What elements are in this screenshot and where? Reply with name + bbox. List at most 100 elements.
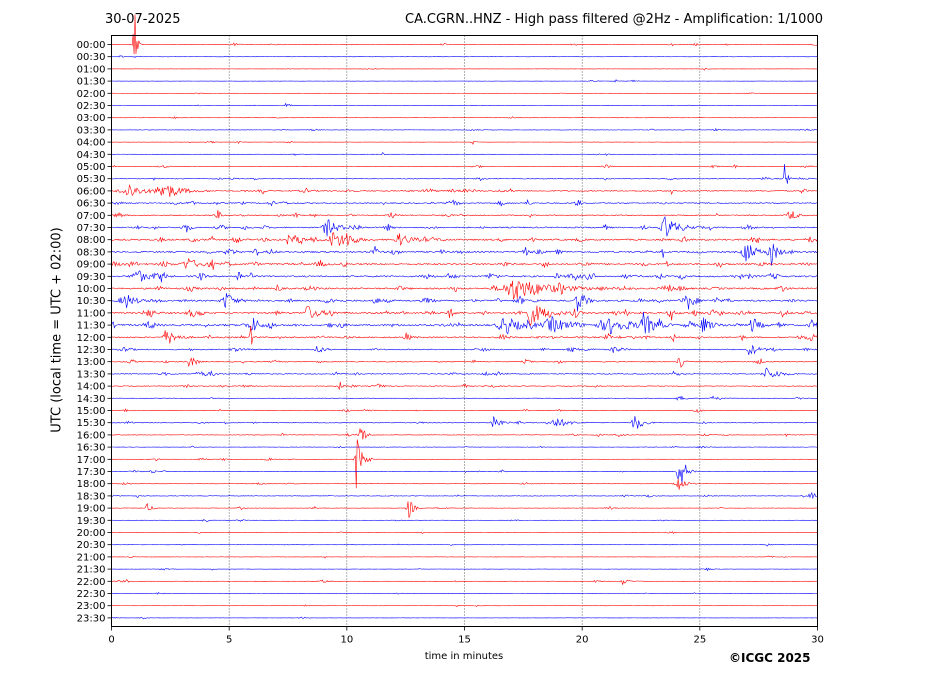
y-tick-label: 23:30	[77, 613, 106, 624]
trace-1530	[111, 416, 818, 429]
y-tick-label: 21:00	[77, 552, 106, 563]
trace-0930	[111, 270, 818, 283]
trace-1630	[111, 445, 818, 449]
seismic-traces	[111, 14, 818, 620]
y-tick-label: 09:00	[77, 260, 106, 271]
trace-1930	[111, 518, 818, 522]
y-tick-label: 11:00	[77, 308, 106, 319]
y-tick-label: 20:00	[77, 528, 106, 539]
y-tick-label: 14:30	[77, 394, 106, 405]
y-tick-label: 00:00	[77, 40, 106, 51]
trace-0000	[111, 14, 818, 55]
trace-2300	[111, 604, 818, 608]
trace-1230	[111, 344, 818, 355]
y-tick-label: 18:00	[77, 479, 106, 490]
plot-frame	[111, 35, 818, 627]
trace-2200	[111, 579, 818, 585]
y-tick-label: 01:30	[77, 77, 106, 88]
y-tick-label: 11:30	[77, 321, 106, 332]
y-tick-label: 01:00	[77, 64, 106, 75]
y-tick-label: 12:00	[77, 333, 106, 344]
y-tick-label: 16:00	[77, 430, 106, 441]
trace-0900	[111, 258, 818, 270]
trace-1830	[111, 491, 818, 500]
trace-1030	[111, 293, 818, 312]
trace-0030	[111, 55, 818, 58]
y-tick-label: 15:30	[77, 418, 106, 429]
y-tick-label: 21:30	[77, 565, 106, 576]
trace-1730	[111, 464, 818, 485]
trace-1600	[111, 428, 818, 440]
trace-0730	[111, 216, 818, 237]
y-tick-label: 10:30	[77, 296, 106, 307]
trace-0700	[111, 210, 818, 220]
y-tick-label: 00:30	[77, 52, 106, 63]
trace-1300	[111, 357, 818, 368]
trace-1100	[111, 305, 818, 327]
trace-0330	[111, 127, 818, 132]
y-tick-label: 17:00	[77, 455, 106, 466]
trace-2330	[111, 616, 818, 620]
y-tick-label: 02:30	[77, 101, 106, 112]
trace-0600	[111, 184, 818, 197]
y-tick-label: 19:00	[77, 504, 106, 515]
trace-2000	[111, 531, 818, 534]
x-tick-label: 30	[811, 635, 824, 646]
y-tick-label: 22:30	[77, 589, 106, 600]
trace-1900	[111, 501, 818, 519]
y-tick-label: 10:00	[77, 284, 106, 295]
trace-0630	[111, 199, 818, 207]
y-tick-label: 05:00	[77, 162, 106, 173]
trace-1330	[111, 367, 818, 378]
trace-0100	[111, 67, 818, 71]
trace-0130	[111, 79, 818, 83]
chart-title: CA.CGRN..HNZ - High pass filtered @2Hz -…	[405, 12, 823, 27]
y-tick-label: 18:30	[77, 491, 106, 502]
y-tick-label: 06:30	[77, 199, 106, 210]
trace-2230	[111, 591, 818, 595]
y-tick-label: 04:30	[77, 150, 106, 161]
trace-1500	[111, 408, 818, 413]
y-tick-label: 08:00	[77, 235, 106, 246]
y-tick-label: 03:30	[77, 125, 106, 136]
y-tick-label: 06:00	[77, 186, 106, 197]
trace-0430	[111, 152, 818, 156]
x-axis-ticks: 0 5 10 15 20 25 30	[108, 626, 824, 646]
trace-1700	[111, 439, 818, 489]
trace-1200	[111, 325, 818, 345]
y-tick-label: 13:30	[77, 369, 106, 380]
trace-2030	[111, 543, 818, 547]
copyright: ©ICGC 2025	[729, 651, 811, 665]
trace-1000	[111, 280, 818, 300]
y-tick-label: 08:30	[77, 247, 106, 258]
vertical-grid-lines	[228, 35, 701, 627]
x-tick-label: 0	[108, 635, 114, 646]
y-tick-label: 02:00	[77, 89, 106, 100]
x-tick-label: 15	[458, 635, 471, 646]
trace-1800	[111, 478, 818, 490]
y-axis-label: UTC (local time = UTC + 02:00)	[49, 227, 65, 433]
trace-0400	[111, 140, 818, 146]
y-tick-label: 15:00	[77, 406, 106, 417]
trace-0300	[111, 116, 818, 119]
trace-1130	[111, 311, 818, 335]
x-tick-label: 20	[576, 635, 589, 646]
y-tick-label: 07:00	[77, 211, 106, 222]
trace-0800	[111, 232, 818, 246]
x-axis-label: time in minutes	[424, 651, 504, 662]
trace-0830	[111, 243, 818, 266]
y-tick-label: 13:00	[77, 357, 106, 368]
trace-2130	[111, 567, 818, 572]
y-tick-label: 04:00	[77, 138, 106, 149]
y-tick-label: 23:00	[77, 601, 106, 612]
y-tick-label: 07:30	[77, 223, 106, 234]
trace-0200	[111, 92, 818, 95]
x-tick-label: 10	[340, 635, 353, 646]
trace-1430	[111, 395, 818, 401]
y-tick-label: 14:00	[77, 382, 106, 393]
trace-1400	[111, 381, 818, 391]
y-tick-label: 05:30	[77, 174, 106, 185]
x-tick-label: 25	[693, 635, 706, 646]
